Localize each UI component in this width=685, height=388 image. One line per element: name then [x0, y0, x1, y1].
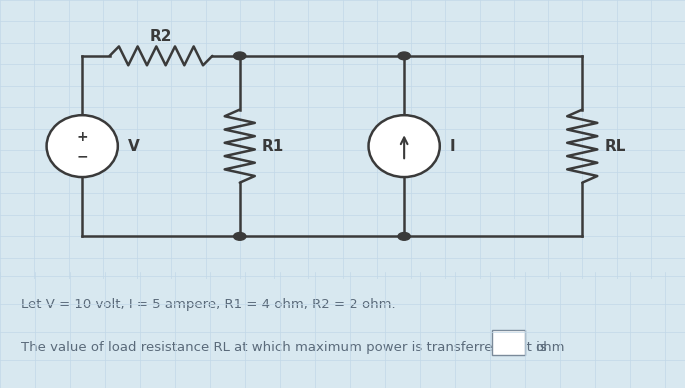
Ellipse shape	[369, 115, 440, 177]
Circle shape	[398, 52, 410, 60]
Text: ohm: ohm	[535, 341, 564, 354]
Ellipse shape	[47, 115, 118, 177]
Text: R2: R2	[150, 29, 172, 44]
Circle shape	[234, 52, 246, 60]
Text: R1: R1	[262, 139, 284, 154]
Text: −: −	[77, 150, 88, 164]
Circle shape	[234, 232, 246, 240]
Text: Let V = 10 volt, I = 5 ampere, R1 = 4 ohm, R2 = 2 ohm.: Let V = 10 volt, I = 5 ampere, R1 = 4 oh…	[21, 298, 395, 311]
Text: The value of load resistance RL at which maximum power is transferred to it is: The value of load resistance RL at which…	[21, 341, 547, 354]
Text: I: I	[450, 139, 456, 154]
Text: V: V	[128, 139, 140, 154]
Text: RL: RL	[604, 139, 625, 154]
FancyBboxPatch shape	[492, 330, 525, 355]
Text: +: +	[77, 130, 88, 144]
Circle shape	[398, 232, 410, 240]
